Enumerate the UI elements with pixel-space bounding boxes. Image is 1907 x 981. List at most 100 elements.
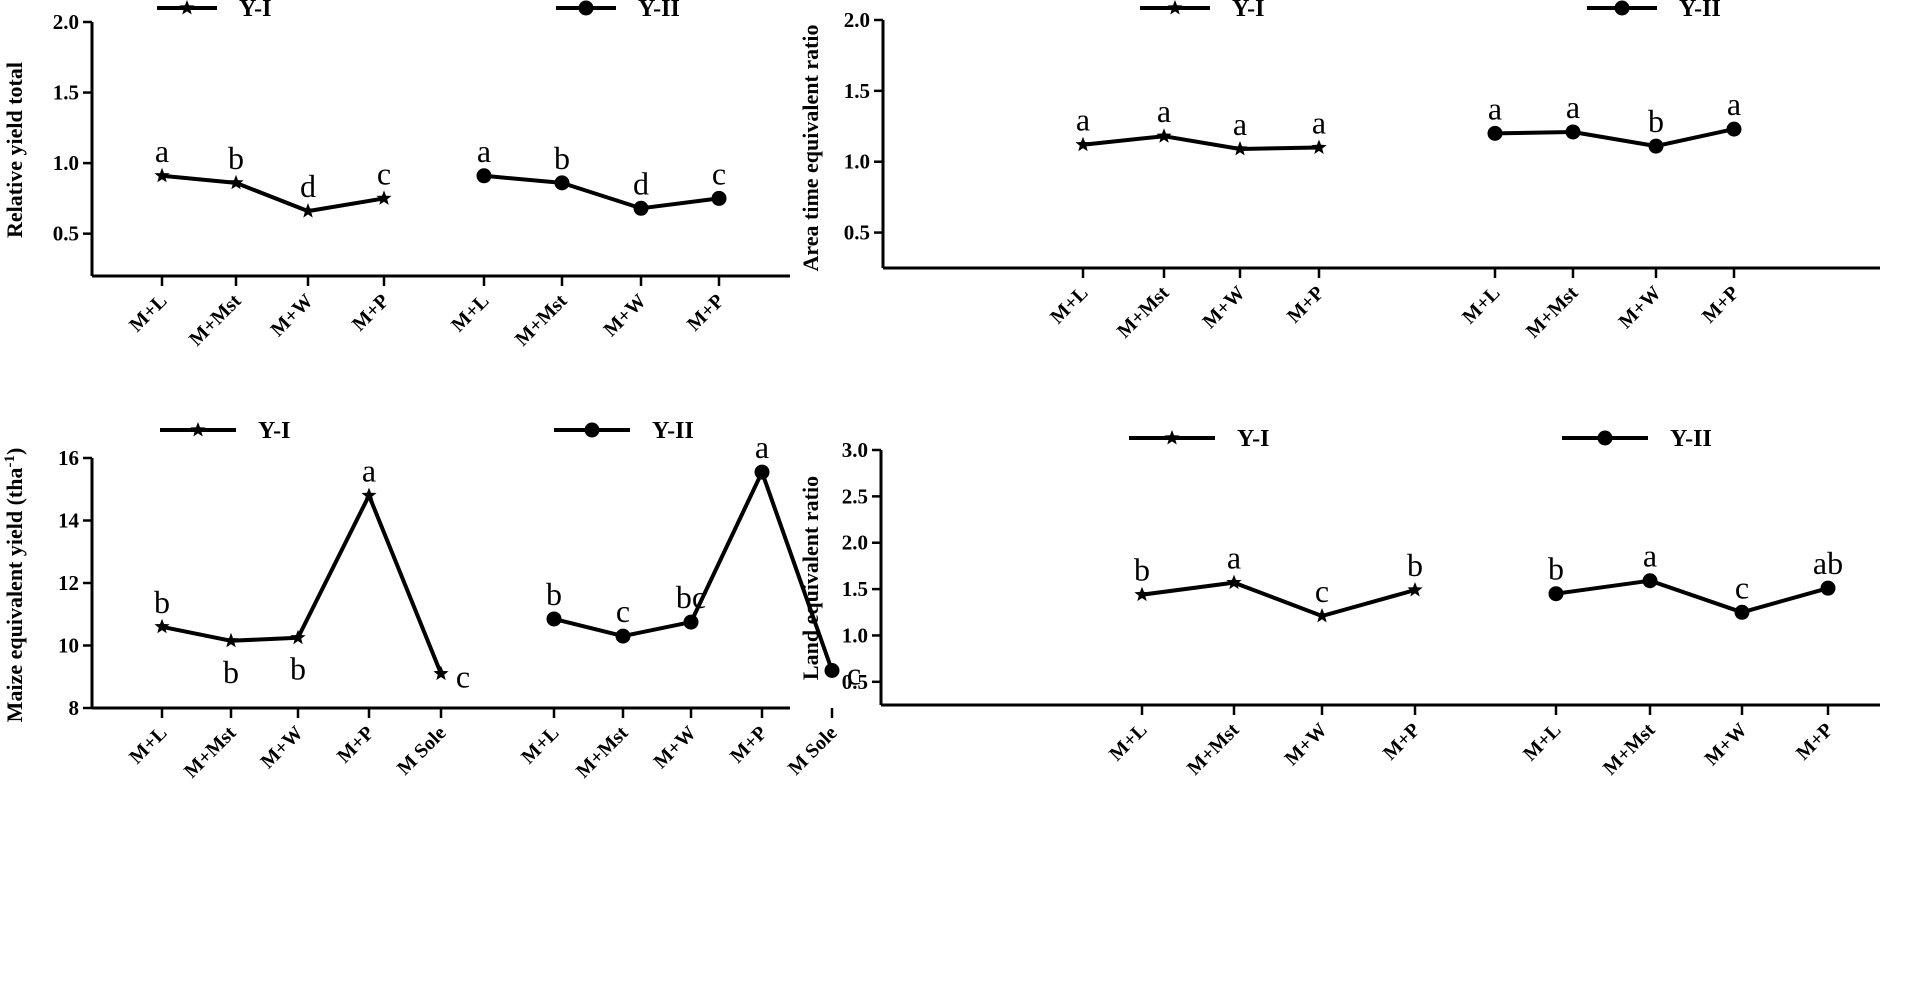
significance-letter: a	[477, 133, 491, 169]
x-tick-label: M+P	[1379, 719, 1425, 765]
x-tick-label: M+Mst	[1183, 719, 1244, 780]
legend-label: Y-I	[1237, 426, 1269, 452]
legend-entry-Y-II: Y-II	[556, 0, 680, 22]
legend-label: Y-II	[1679, 0, 1721, 22]
x-tick-label: M+W	[266, 290, 317, 341]
series-Y-II: M+L a M+Mst a M+W b M+P a	[1458, 86, 1743, 342]
significance-letter: b	[154, 584, 170, 620]
significance-letter: b	[290, 651, 306, 687]
y-axis-label: Area time equivalent ratio	[798, 24, 823, 271]
y-tick-label: 1.0	[53, 151, 79, 175]
legend-entry-Y-I: Y-I	[1129, 426, 1269, 452]
significance-letter: b	[546, 576, 562, 612]
x-tick-label: M+W	[256, 722, 307, 773]
legend-entry-Y-I: Y-I	[157, 0, 271, 22]
x-tick-label: M+L	[1105, 719, 1151, 765]
x-tick-label: M+W	[599, 290, 650, 341]
data-point	[1134, 586, 1150, 602]
significance-letter: bc	[676, 579, 706, 615]
legend-marker	[179, 0, 195, 15]
significance-letter: d	[300, 168, 316, 204]
significance-letter: b	[1407, 547, 1423, 583]
significance-letter: c	[456, 659, 470, 695]
legend-entry-Y-I: Y-I	[1140, 0, 1264, 22]
series-Y-II: M+L b M+Mst a M+W c M+P ab	[1519, 538, 1843, 780]
legend-marker	[584, 422, 600, 438]
y-axis-label-text: Area time equivalent ratio	[798, 24, 823, 271]
legend-marker	[1597, 430, 1613, 446]
data-point	[1548, 586, 1564, 602]
x-tick-label: M+P	[348, 290, 394, 336]
series-Y-II: M+L a M+Mst b M+W d M+P c	[447, 133, 728, 351]
data-point	[615, 628, 631, 644]
y-tick-label: 0.5	[844, 221, 870, 245]
y-tick-label: 16	[58, 446, 79, 470]
significance-letter: c	[377, 155, 391, 191]
x-tick-label: M+L	[1046, 282, 1092, 328]
x-tick-label: M+L	[125, 290, 171, 336]
y-axis-label: Relative yield total	[2, 62, 27, 238]
x-tick-label: M+L	[517, 722, 563, 768]
legend-label: Y-II	[652, 418, 694, 444]
y-axis-label-text: Land equivalent ratio	[798, 476, 823, 680]
x-tick-label: M+L	[447, 290, 493, 336]
x-tick-label: M+L	[1519, 719, 1565, 765]
legend-label: Y-II	[1670, 426, 1712, 452]
y-tick-label: 12	[58, 571, 79, 595]
y-tick-label: 8	[69, 696, 80, 720]
series-line	[1555, 578, 1829, 615]
data-point	[1565, 124, 1581, 140]
series-line	[483, 173, 720, 211]
data-point	[228, 174, 244, 190]
significance-letter: a	[1488, 90, 1502, 126]
chart-1: 0.5 1.0 1.5 2.0 Relative yield total M+L a M+Ms…	[2, 0, 790, 351]
significance-letter: a	[1312, 105, 1326, 141]
data-point	[433, 665, 449, 681]
y-tick-label: 1.0	[844, 150, 870, 174]
data-point	[546, 611, 562, 627]
series-line	[1494, 127, 1735, 149]
y-tick-label: 2.0	[844, 8, 870, 32]
significance-letter: a	[1233, 106, 1247, 142]
data-point	[376, 190, 392, 205]
y-tick-label: 1.5	[53, 81, 79, 105]
chart-4: 0.5 1.0 1.5 2.0 2.5 3.0 Land equivalent ratio M…	[798, 426, 1880, 780]
y-tick-label: 2.0	[842, 531, 868, 555]
data-point	[223, 632, 239, 648]
y-tick-label: 10	[58, 634, 79, 658]
significance-letter: b	[1134, 552, 1150, 588]
x-tick-label: M+Mst	[185, 290, 246, 351]
significance-letter: b	[228, 140, 244, 176]
x-tick-label: M+L	[125, 722, 171, 768]
significance-letter: b	[554, 140, 570, 176]
data-point	[154, 618, 170, 634]
series-line	[161, 173, 385, 214]
data-point	[1648, 138, 1664, 154]
y-axis-label-end: )	[2, 448, 27, 455]
x-tick-label: M+P	[1792, 719, 1838, 765]
y-axis-label: Land equivalent ratio	[798, 476, 823, 680]
data-point	[1487, 125, 1503, 141]
data-point	[683, 614, 699, 630]
y-axis-label-text: Maize equivalent yield (tha	[2, 468, 27, 723]
significance-letter: b	[1648, 103, 1664, 139]
x-tick-label: M Sole	[393, 722, 451, 780]
x-tick-label: M+P	[333, 722, 379, 768]
x-tick-label: M+Mst	[1522, 282, 1583, 343]
significance-letter: c	[616, 593, 630, 629]
x-tick-label: M+Mst	[572, 722, 633, 783]
x-tick-label: M+Mst	[511, 290, 572, 351]
legend-entry-Y-II: Y-II	[554, 418, 694, 444]
x-tick-label: M+W	[1198, 282, 1249, 333]
series-line	[1082, 134, 1320, 151]
series-Y-I: M+L b M+Mst a M+W c M+P b	[1105, 540, 1424, 780]
y-tick-label: 1.5	[844, 79, 870, 103]
x-tick-label: M+P	[683, 290, 729, 336]
significance-letter: c	[712, 155, 726, 191]
x-tick-label: M+L	[1458, 282, 1504, 328]
significance-letter: c	[1735, 569, 1749, 605]
significance-letter: c	[1315, 573, 1329, 609]
data-point	[633, 200, 649, 216]
